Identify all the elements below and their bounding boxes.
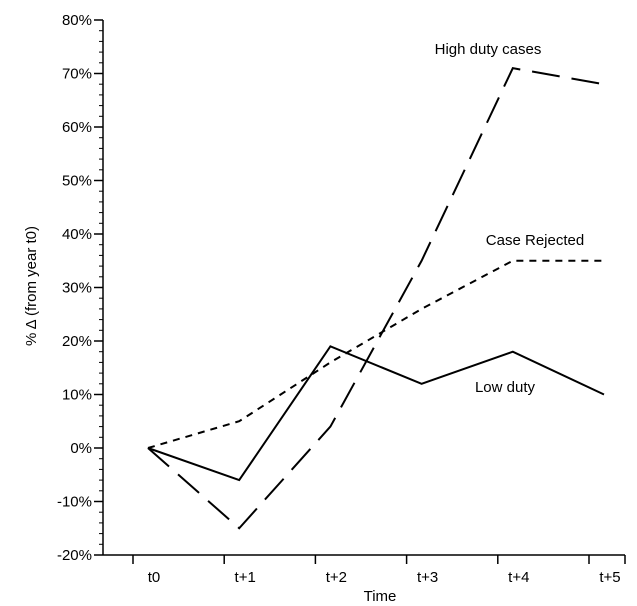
y-tick-label: 30%	[62, 280, 92, 297]
y-tick-label: 40%	[62, 226, 92, 243]
y-tick-label: 10%	[62, 387, 92, 404]
series-label-low-duty: Low duty	[475, 379, 536, 396]
axes	[102, 20, 625, 556]
y-ticks	[94, 19, 103, 556]
y-tick-label: -10%	[57, 494, 92, 511]
x-tick-label: t+3	[417, 569, 438, 586]
x-tick-labels: t0 t+1 t+2 t+3 t+4 t+5	[148, 569, 621, 586]
y-tick-label: 20%	[62, 333, 92, 350]
y-tick-label: 50%	[62, 173, 92, 190]
y-axis-title: % Δ (from year t0)	[23, 226, 40, 346]
x-ticks	[132, 555, 626, 564]
x-tick-label: t+1	[235, 569, 256, 586]
series-label-case-rejected: Case Rejected	[486, 232, 584, 249]
x-tick-label: t+5	[599, 569, 620, 586]
y-tick-label: 0%	[70, 440, 92, 457]
series-line-low-duty	[147, 345, 605, 482]
y-tick-label: 70%	[62, 66, 92, 83]
y-tick-label: 60%	[62, 119, 92, 136]
series-line-high-duty-cases	[147, 67, 605, 530]
series-line-case-rejected	[147, 259, 604, 449]
x-tick-label: t+2	[326, 569, 347, 586]
series-label-high-duty-cases: High duty cases	[435, 41, 542, 58]
y-minor-ticks	[99, 30, 103, 545]
x-axis-title: Time	[364, 588, 397, 605]
y-tick-label: 80%	[62, 12, 92, 29]
x-tick-label: t0	[148, 569, 161, 586]
y-tick-labels: -20% -10% 0% 10% 20% 30% 40% 50% 60% 70% 80%	[57, 12, 92, 564]
series-annotations: High duty cases Case Rejected Low duty	[435, 41, 585, 396]
y-tick-label: -20%	[57, 547, 92, 564]
series-lines	[147, 67, 605, 530]
x-tick-label: t+4	[508, 569, 529, 586]
